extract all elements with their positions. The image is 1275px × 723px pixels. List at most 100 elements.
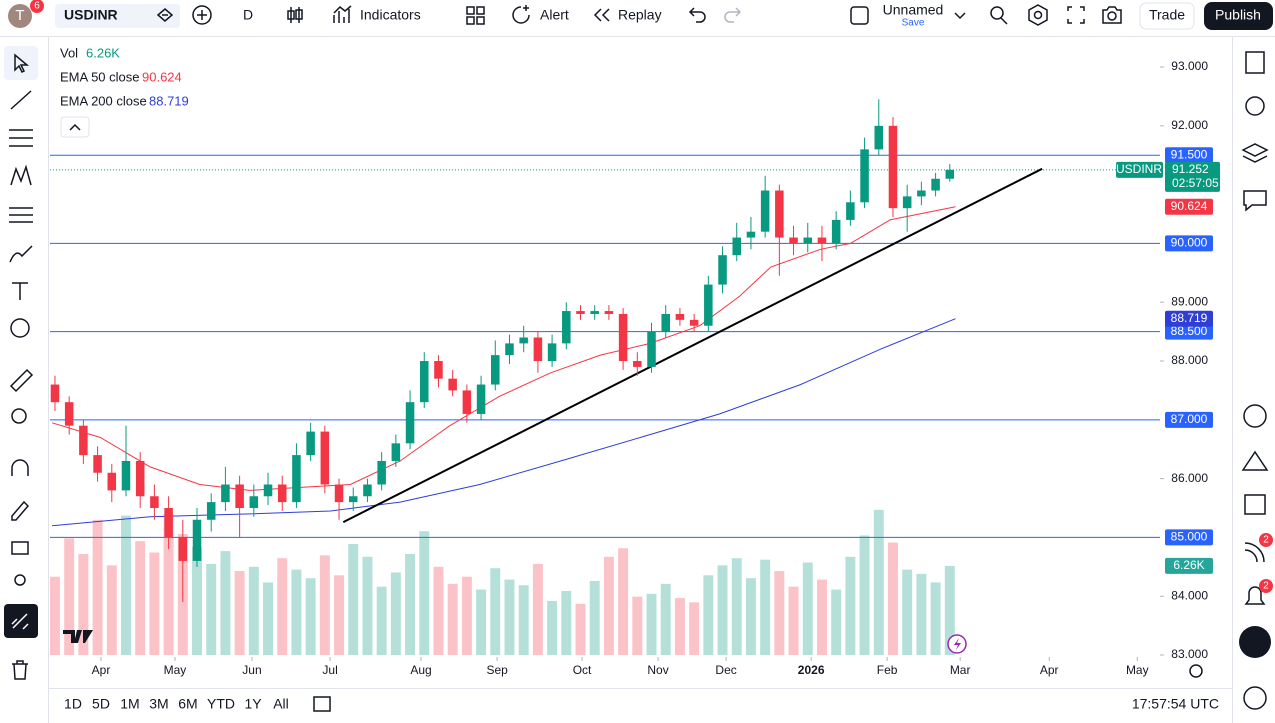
quick-search-icon[interactable] [990, 6, 1004, 20]
notification-count: 6 [34, 1, 40, 12]
lock-tool[interactable] [11, 541, 29, 555]
range-button[interactable]: 3M [149, 696, 168, 712]
range-button[interactable]: 1D [64, 696, 82, 712]
news-icon[interactable] [1244, 542, 1265, 563]
text-tool[interactable] [12, 282, 28, 300]
level-label: 85.000 [1171, 530, 1208, 544]
alerts-icon[interactable] [1245, 96, 1265, 116]
volume-bar [689, 602, 700, 655]
publish-button[interactable] [1204, 2, 1273, 30]
zoom-tool[interactable] [11, 408, 27, 424]
settings-icon[interactable] [1028, 4, 1048, 26]
save[interactable]: Save [902, 18, 925, 29]
trendline-tool[interactable] [10, 90, 32, 110]
compare-icon[interactable] [192, 5, 212, 25]
snapshot-icon[interactable] [1102, 6, 1122, 24]
alert-icon[interactable] [512, 5, 530, 24]
pattern-tool[interactable] [10, 164, 32, 186]
help-icon[interactable] [1243, 686, 1267, 710]
trade[interactable]: Trade [1149, 7, 1185, 23]
candle-body [79, 425, 88, 456]
volume-bar [405, 553, 416, 655]
watchlist-icon[interactable] [1245, 51, 1265, 74]
layout-name[interactable]: Unnamed [883, 2, 944, 18]
draw-mode-tool[interactable] [11, 500, 30, 521]
measure-tool[interactable] [9, 368, 34, 393]
calendar-icon[interactable] [1244, 494, 1266, 515]
volume-bar [717, 565, 728, 655]
magnet-tool[interactable] [11, 459, 29, 476]
range-button[interactable]: 1Y [244, 696, 262, 712]
chat-icon[interactable] [1243, 190, 1267, 212]
ideas-icon[interactable] [1241, 450, 1269, 471]
range-button[interactable]: YTD [207, 696, 235, 712]
candle-body [732, 237, 741, 256]
range-button[interactable]: 6M [178, 696, 197, 712]
alert[interactable]: Alert [540, 7, 569, 23]
volume-bar [745, 578, 756, 655]
brush-tool[interactable] [9, 245, 33, 263]
target-icon[interactable] [1243, 404, 1267, 428]
replay-icon[interactable] [593, 8, 610, 22]
candle-body [476, 384, 486, 414]
axes: 93.000 92.000 89.000 88.000 86.000 84.000 83.0… [92, 59, 1220, 677]
y-tick-label: 88.000 [1171, 353, 1208, 367]
redo-icon[interactable] [724, 7, 742, 23]
layout-menu[interactable] [954, 12, 966, 20]
candle-body [590, 311, 599, 314]
avatar[interactable]: T 6 [8, 0, 44, 28]
replay[interactable]: Replay [618, 7, 662, 23]
legend-collapse[interactable] [60, 116, 90, 138]
prediction-tool[interactable] [9, 207, 33, 223]
volume-bar [916, 573, 927, 655]
publish[interactable]: Publish [1215, 7, 1261, 23]
candles [50, 99, 955, 603]
notifications-icon[interactable] [1244, 586, 1266, 605]
clock: 17:57:54 UTC [1132, 696, 1219, 712]
templates-icon[interactable] [466, 6, 485, 25]
symbol-box[interactable] [55, 4, 180, 28]
range-button[interactable]: 5D [92, 696, 110, 712]
candle-body [704, 284, 713, 326]
volume-bar [831, 589, 842, 655]
apps-button[interactable] [1239, 626, 1271, 658]
candle-body [789, 237, 798, 244]
notifications-count: 2 [1263, 581, 1269, 592]
range-button[interactable]: All [273, 696, 289, 712]
volume-bar [362, 556, 373, 655]
goto-date-icon[interactable] [313, 696, 331, 712]
candle-body [334, 484, 344, 503]
cursor-tool[interactable] [14, 53, 30, 74]
icon-tool[interactable] [10, 318, 30, 338]
volume-bar [135, 541, 146, 655]
fullscreen-icon[interactable] [1067, 6, 1085, 24]
trade-button[interactable] [1139, 2, 1195, 30]
volume-bar [674, 598, 685, 655]
symbol[interactable]: USDINR [64, 7, 118, 23]
symbol-search-icon[interactable] [156, 8, 174, 22]
volume-badge [1165, 557, 1213, 574]
axis-settings[interactable] [1189, 664, 1203, 678]
volume-bar [532, 563, 543, 655]
fib-tool[interactable] [9, 129, 33, 147]
range-button[interactable]: 1M [120, 696, 139, 712]
layout-icon[interactable] [850, 6, 869, 25]
volume-bar [859, 535, 870, 655]
candle-body [64, 402, 74, 426]
delete-tool[interactable] [12, 660, 28, 680]
snapshot-lens [1107, 11, 1117, 21]
ema50-badge [1165, 198, 1213, 215]
candle-body [391, 443, 401, 461]
chart-type-icon[interactable] [287, 7, 303, 23]
layers-icon[interactable] [1241, 143, 1269, 163]
collapse-arrow [69, 123, 81, 131]
indicators[interactable]: Indicators [360, 7, 421, 23]
undo-icon[interactable] [688, 7, 706, 23]
interval[interactable]: D [243, 7, 253, 23]
y-tick-label: 92.000 [1171, 118, 1208, 132]
link-tool[interactable] [11, 613, 29, 630]
indicators-icon[interactable] [333, 5, 352, 23]
x-tick-label: Oct [573, 663, 592, 677]
x-tick-label: Sep [486, 663, 508, 677]
visibility-tool[interactable] [14, 574, 26, 586]
